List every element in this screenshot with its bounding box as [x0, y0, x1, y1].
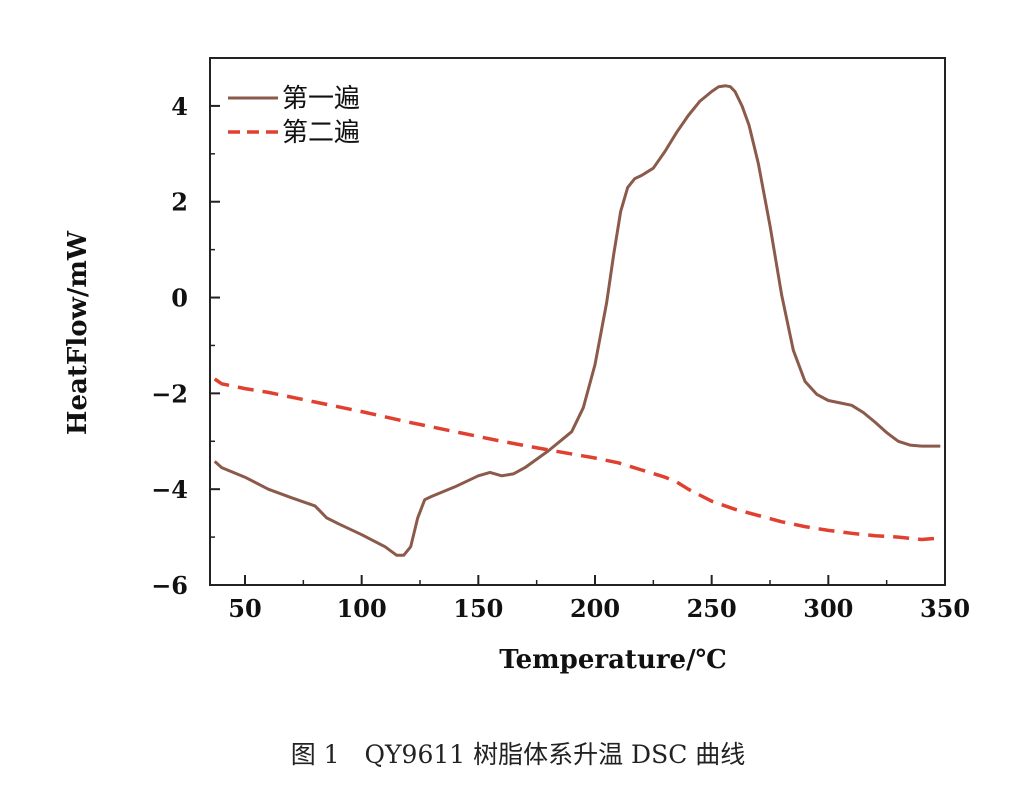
y-tick-label: 0: [171, 284, 188, 313]
y-ticks: −6 −4 −2 0 2 4: [151, 92, 220, 600]
y-tick-label: 4: [171, 92, 188, 121]
y-tick-label: −2: [151, 379, 188, 408]
x-tick-label: 50: [228, 594, 261, 623]
x-ticks: 50 100 150 200 250 300 350: [228, 575, 970, 623]
x-axis-title: Temperature/℃: [499, 645, 727, 675]
y-axis-title: HeatFlow/mW: [63, 230, 93, 435]
series-line-2: [213, 377, 941, 542]
x-tick-label: 100: [337, 594, 387, 623]
x-tick-label: 150: [453, 594, 503, 623]
y-tick-label: −6: [151, 571, 188, 600]
y-tick-label: 2: [171, 188, 188, 217]
x-tick-label: 200: [570, 594, 620, 623]
x-tick-label: 350: [920, 594, 970, 623]
legend-label-1: 第一遍: [282, 84, 360, 114]
x-tick-label: 300: [803, 594, 853, 623]
plot-frame: [209, 57, 946, 586]
series-layer: [213, 84, 941, 557]
figure-caption: 图 1 QY9611 树脂体系升温 DSC 曲线: [290, 740, 746, 769]
y-tick-label: −4: [151, 475, 188, 504]
series-line-1: [213, 84, 941, 557]
x-tick-label: 250: [687, 594, 737, 623]
legend-label-2: 第二遍: [282, 118, 360, 148]
